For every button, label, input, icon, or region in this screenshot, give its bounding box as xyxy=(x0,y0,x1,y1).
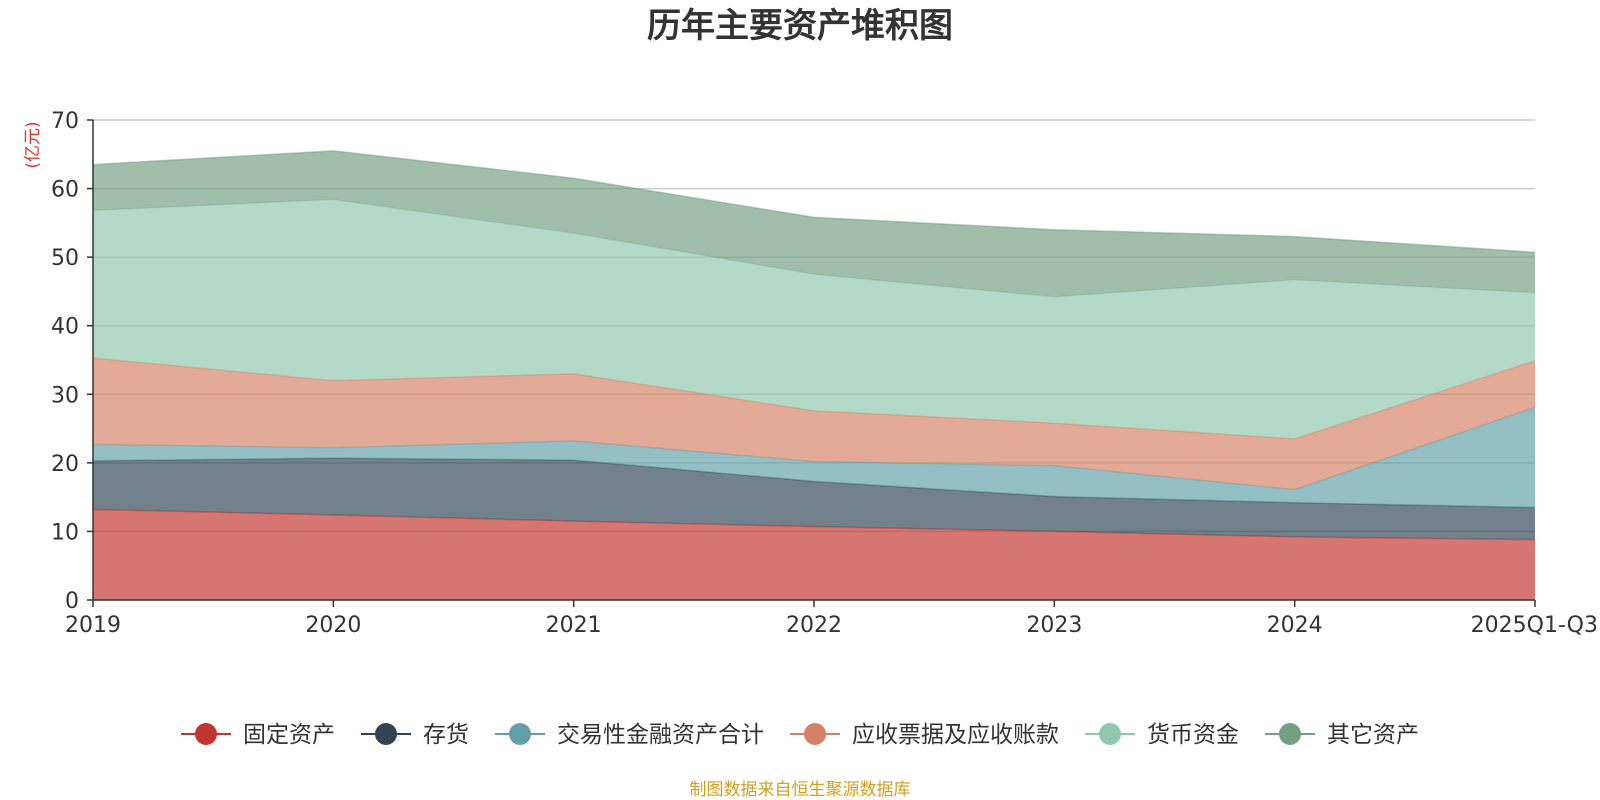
legend-marker-circle-3 xyxy=(804,723,826,745)
area-series-group xyxy=(92,150,1536,600)
y-tick-label-40: 40 xyxy=(51,315,79,340)
y-tick-label-0: 0 xyxy=(65,589,79,614)
y-tick-label-20: 20 xyxy=(51,452,79,477)
area-series-4 xyxy=(93,199,1535,439)
x-tick-label-4: 2023 xyxy=(1026,613,1082,638)
x-tick-label-3: 2022 xyxy=(786,613,842,638)
legend-marker-circle-2 xyxy=(509,723,531,745)
area-series-5 xyxy=(93,150,1535,297)
legend-label-4: 货币资金 xyxy=(1147,722,1239,748)
area-series-2 xyxy=(93,407,1535,508)
area-series-line-5 xyxy=(92,150,1536,254)
x-tick-label-5: 2024 xyxy=(1267,613,1323,638)
legend-item-0[interactable]: 固定资产 xyxy=(181,722,335,748)
area-series-1 xyxy=(93,458,1535,540)
y-tick-label-30: 30 xyxy=(51,383,79,408)
x-tick-label-2: 2021 xyxy=(546,613,602,638)
legend-label-3: 应收票据及应收账款 xyxy=(852,722,1059,748)
legend-item-1[interactable]: 存货 xyxy=(361,722,469,748)
area-series-0 xyxy=(93,509,1535,600)
legend-item-4[interactable]: 货币资金 xyxy=(1085,722,1239,748)
source-note: 制图数据来自恒生聚源数据库 xyxy=(690,780,911,800)
y-tick-label-50: 50 xyxy=(51,246,79,271)
y-axis-ticks: 0 10 20 30 40 50 60 70 xyxy=(51,109,93,614)
y-tick-label-60: 60 xyxy=(51,178,79,203)
x-tick-label-6: 2025Q1-Q3 xyxy=(1471,613,1598,638)
area-series-3 xyxy=(93,357,1535,490)
x-axis-ticks: 2019 2020 2021 2022 2023 2024 2025Q1-Q3 xyxy=(65,600,1598,638)
x-tick-label-1: 2020 xyxy=(305,613,361,638)
legend-label-1: 存货 xyxy=(423,722,469,748)
legend-item-3[interactable]: 应收票据及应收账款 xyxy=(790,722,1059,748)
legend-marker-circle-4 xyxy=(1099,723,1121,745)
legend: 固定资产 存货 交易性金融资产合计 应收票据及应收账款 货币资金 其它资产 xyxy=(181,722,1419,748)
x-tick-label-0: 2019 xyxy=(65,613,121,638)
y-axis-unit-label: (亿元) xyxy=(23,121,43,168)
legend-marker-circle-5 xyxy=(1279,723,1301,745)
y-tick-label-10: 10 xyxy=(51,520,79,545)
legend-item-2[interactable]: 交易性金融资产合计 xyxy=(495,722,764,748)
legend-label-5: 其它资产 xyxy=(1327,722,1419,748)
legend-marker-circle-1 xyxy=(375,723,397,745)
legend-item-5[interactable]: 其它资产 xyxy=(1265,722,1419,748)
chart-title: 历年主要资产堆积图 xyxy=(647,6,953,46)
y-tick-label-70: 70 xyxy=(51,109,79,134)
legend-label-0: 固定资产 xyxy=(243,722,335,748)
legend-label-2: 交易性金融资产合计 xyxy=(557,722,764,748)
legend-marker-circle-0 xyxy=(195,723,217,745)
